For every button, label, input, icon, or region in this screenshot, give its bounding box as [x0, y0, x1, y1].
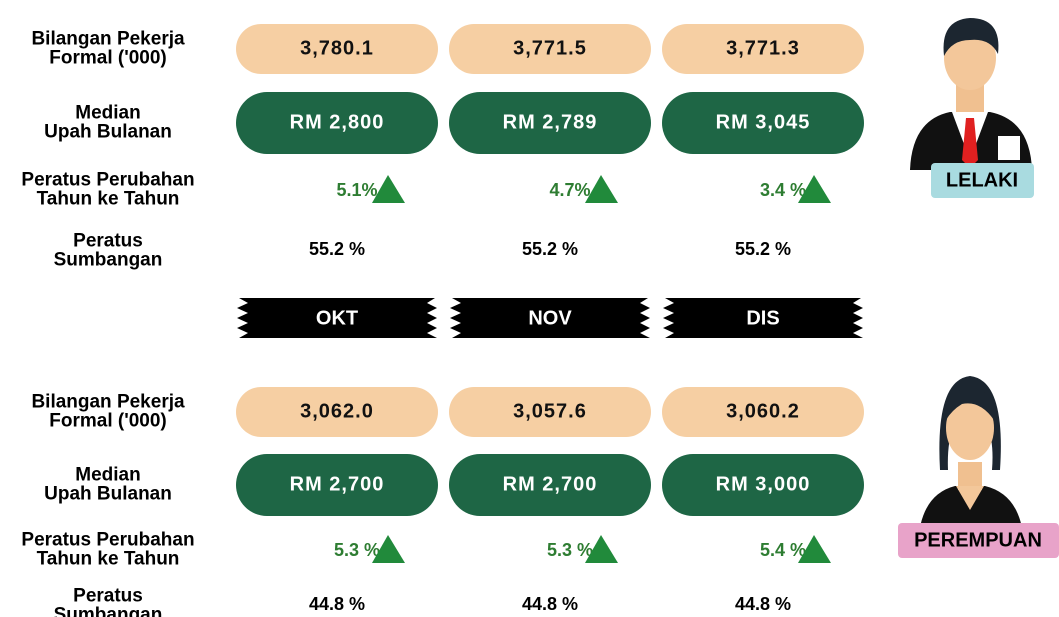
value: RM 3,000 — [716, 473, 811, 495]
row-label: Peratus — [73, 586, 143, 607]
row-label: Peratus Perubahan — [21, 170, 194, 191]
month-label: DIS — [746, 307, 779, 329]
up-triangle — [372, 535, 405, 563]
value-pill — [449, 387, 651, 437]
row-label: Median — [75, 103, 140, 124]
value: 55.2 % — [522, 239, 578, 259]
value: RM 3,045 — [716, 111, 811, 133]
value: 5.4 % — [760, 540, 806, 560]
value-pill — [236, 92, 438, 154]
up-triangle — [585, 175, 618, 203]
month-banner — [450, 298, 650, 338]
value-pill — [662, 24, 864, 74]
female-icon — [918, 376, 1024, 545]
value: 44.8 % — [522, 594, 578, 614]
value-pill — [662, 387, 864, 437]
value-pill — [449, 92, 651, 154]
value: RM 2,789 — [503, 111, 598, 133]
value: 44.8 % — [309, 594, 365, 614]
up-triangle — [585, 535, 618, 563]
row-label: Tahun ke Tahun — [37, 189, 180, 210]
value: 3,062.0 — [300, 400, 374, 422]
value-pill — [449, 454, 651, 516]
row-label: Sumbangan — [54, 605, 163, 617]
value: RM 2,800 — [290, 111, 385, 133]
row-label: Tahun ke Tahun — [37, 549, 180, 570]
row-label: Formal ('000) — [49, 411, 167, 432]
value-pill — [662, 454, 864, 516]
label-box — [898, 523, 1059, 558]
value: 55.2 % — [735, 239, 791, 259]
value-pill — [662, 92, 864, 154]
male-icon — [910, 18, 1032, 170]
value: 3,780.1 — [300, 37, 374, 59]
value: 3,057.6 — [513, 400, 587, 422]
value: 44.8 % — [735, 594, 791, 614]
value: 55.2 % — [309, 239, 365, 259]
row-label: Peratus — [73, 231, 143, 252]
up-triangle — [798, 175, 831, 203]
row-label: Sumbangan — [54, 250, 163, 271]
row-label: Upah Bulanan — [44, 122, 172, 143]
row-label: Median — [75, 465, 140, 486]
month-label: OKT — [316, 307, 358, 329]
value: 3,771.5 — [513, 37, 587, 59]
row-label: Formal ('000) — [49, 48, 167, 69]
row-label: Bilangan Pekerja — [31, 392, 185, 413]
month-label: NOV — [528, 307, 572, 329]
value: RM 2,700 — [503, 473, 598, 495]
month-banner — [237, 298, 437, 338]
value-pill — [449, 24, 651, 74]
section-label: LELAKI — [946, 169, 1018, 191]
value: RM 2,700 — [290, 473, 385, 495]
value-pill — [236, 24, 438, 74]
row-label: Peratus Perubahan — [21, 530, 194, 551]
up-triangle — [798, 535, 831, 563]
value: 3,771.3 — [726, 37, 800, 59]
up-triangle — [372, 175, 405, 203]
value-pill — [236, 387, 438, 437]
value: 4.7% — [549, 180, 590, 200]
value-pill — [236, 454, 438, 516]
row-label: Upah Bulanan — [44, 484, 172, 505]
row-label: Bilangan Pekerja — [31, 29, 185, 50]
value: 3,060.2 — [726, 400, 800, 422]
value: 5.3 % — [334, 540, 380, 560]
value: 5.1% — [336, 180, 377, 200]
section-label: PEREMPUAN — [914, 529, 1042, 551]
label-box — [931, 163, 1034, 198]
month-banner — [663, 298, 863, 338]
value: 3.4 % — [760, 180, 806, 200]
value: 5.3 % — [547, 540, 593, 560]
